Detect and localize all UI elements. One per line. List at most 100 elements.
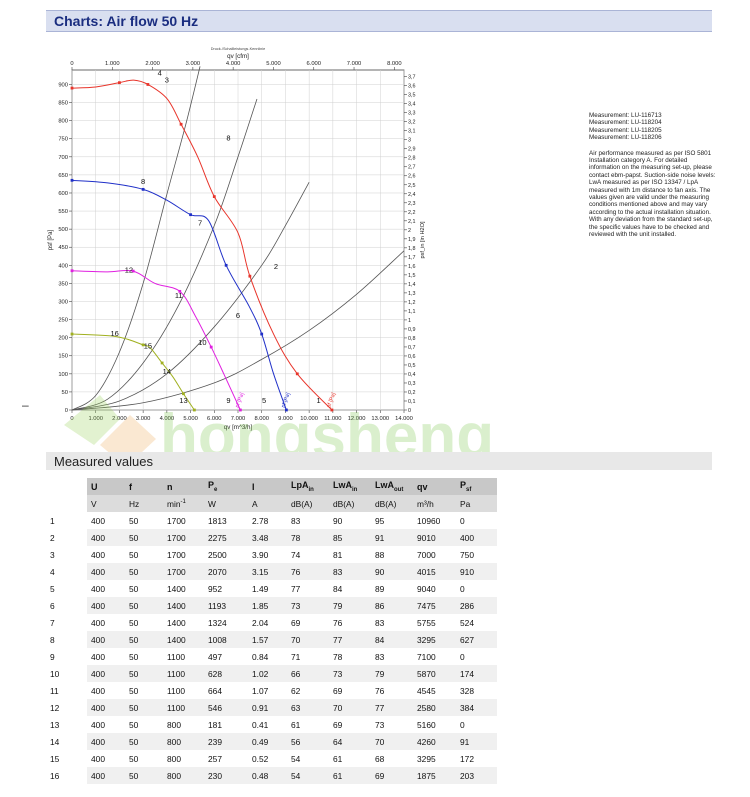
table-row: 5 400 50 1400 952 1.49 77 84 89 9040 0	[46, 580, 497, 597]
operating-point-label: 3	[165, 76, 169, 85]
top-tick-label: 8.000	[387, 61, 402, 67]
curve-end-label: pf [Pa]	[281, 392, 292, 409]
measured-values-bar: Measured values	[46, 452, 712, 470]
table-cell: 6	[46, 597, 87, 614]
table-row: 8 400 50 1400 1008 1.57 70 77 84 3295 627	[46, 631, 497, 648]
system-curve	[71, 98, 258, 411]
x-tick-label: 1.000	[88, 416, 103, 422]
table-cell: 400	[87, 597, 125, 614]
table-cell: 1.49	[248, 580, 287, 597]
table-cell: 54	[287, 750, 329, 767]
table-cell: 750	[456, 546, 497, 563]
unit-cell: V	[87, 495, 125, 512]
operating-point-label: 5	[262, 396, 266, 405]
table-cell: 5870	[413, 665, 456, 682]
data-point	[209, 345, 213, 349]
table-row: 4 400 50 1700 2070 3.15 76 83 90 4015 910	[46, 563, 497, 580]
fan-curve-pf_1400	[71, 179, 287, 411]
right-tick-label: 0,2	[408, 390, 416, 396]
unit-cell: m³/h	[413, 495, 456, 512]
measurement-line: Measurement: LU-118205	[589, 126, 662, 134]
right-tick-label: 3,5	[408, 93, 416, 99]
table-cell: 800	[163, 716, 204, 733]
curve-end-label: pf [Pa]	[235, 392, 246, 409]
operating-point-label: 14	[163, 367, 171, 376]
table-cell: 952	[204, 580, 248, 597]
table-cell: 1100	[163, 648, 204, 665]
right-tick-label: 3,2	[408, 120, 416, 126]
data-point	[284, 408, 288, 412]
x-tick-label: 0	[70, 416, 73, 422]
table-cell: 203	[456, 767, 497, 784]
data-point	[260, 332, 264, 336]
table-cell: 0	[456, 716, 497, 733]
table-cell: 91	[456, 733, 497, 750]
table-cell: 9	[46, 648, 87, 665]
operating-point-label: 8	[226, 134, 230, 143]
system-curve	[71, 250, 405, 411]
y-tick-label: 500	[58, 227, 68, 233]
table-cell: 400	[87, 665, 125, 682]
table-cell: 50	[125, 563, 163, 580]
table-cell: 400	[87, 546, 125, 563]
operating-point-label: 1	[317, 396, 321, 405]
table-cell: 497	[204, 648, 248, 665]
right-tick-label: 2,5	[408, 183, 416, 189]
table-cell: 10	[46, 665, 87, 682]
x-axis-title: qv [m^3/h]	[224, 424, 253, 431]
table-cell: 50	[125, 648, 163, 665]
table-cell: 69	[287, 614, 329, 631]
table-cell: 800	[163, 750, 204, 767]
table-cell: 2500	[204, 546, 248, 563]
table-cell: 400	[87, 682, 125, 699]
table-cell: 79	[371, 665, 413, 682]
data-point	[224, 263, 228, 267]
operating-point-label: 11	[175, 291, 183, 300]
right-tick-label: 2,2	[408, 210, 416, 216]
table-cell: 50	[125, 597, 163, 614]
x-tick-label: 6.000	[207, 416, 222, 422]
table-cell: 1100	[163, 665, 204, 682]
table-cell: 1324	[204, 614, 248, 631]
table-cell: 50	[125, 682, 163, 699]
charts-title: Charts: Air flow 50 Hz	[54, 13, 199, 29]
table-cell: 1.07	[248, 682, 287, 699]
table-cell: 5	[46, 580, 87, 597]
column-header-f: f	[125, 478, 163, 495]
column-header-n: n	[163, 478, 204, 495]
table-cell: 4015	[413, 563, 456, 580]
table-cell: 3.15	[248, 563, 287, 580]
table-cell: 3295	[413, 631, 456, 648]
data-point	[70, 86, 74, 90]
data-point	[182, 392, 185, 396]
table-cell: 10960	[413, 512, 456, 529]
unit-cell: A	[248, 495, 287, 512]
table-cell: 77	[329, 631, 371, 648]
table-row: 9 400 50 1100 497 0.84 71 78 83 7100 0	[46, 648, 497, 665]
table-cell: 3295	[413, 750, 456, 767]
table-cell: 400	[87, 716, 125, 733]
table-cell: 61	[329, 767, 371, 784]
x-tick-label: 2.000	[112, 416, 127, 422]
top-tick-label: 0	[70, 61, 73, 67]
table-cell: 0	[456, 512, 497, 529]
table-cell: 1400	[163, 580, 204, 597]
table-cell: 400	[87, 699, 125, 716]
column-header-lwaout: LwAout	[371, 478, 413, 495]
right-tick-label: 1,1	[408, 309, 416, 315]
y-tick-label: 700	[58, 155, 68, 161]
x-tick-label: 8.000	[254, 416, 269, 422]
table-cell: 76	[329, 614, 371, 631]
y-axis-title: psf [Pa]	[48, 229, 54, 250]
right-tick-label: 1,5	[408, 273, 416, 279]
unit-cell: dB(A)	[329, 495, 371, 512]
table-row: 14 400 50 800 239 0.49 56 64 70 4260 91	[46, 733, 497, 750]
table-cell: 56	[287, 733, 329, 750]
table-cell: 257	[204, 750, 248, 767]
table-cell: 1400	[163, 614, 204, 631]
x-tick-label: 4.000	[160, 416, 175, 422]
table-cell: 77	[287, 580, 329, 597]
table-cell: 2070	[204, 563, 248, 580]
table-cell: 400	[87, 529, 125, 546]
y-tick-label: 300	[58, 299, 68, 305]
